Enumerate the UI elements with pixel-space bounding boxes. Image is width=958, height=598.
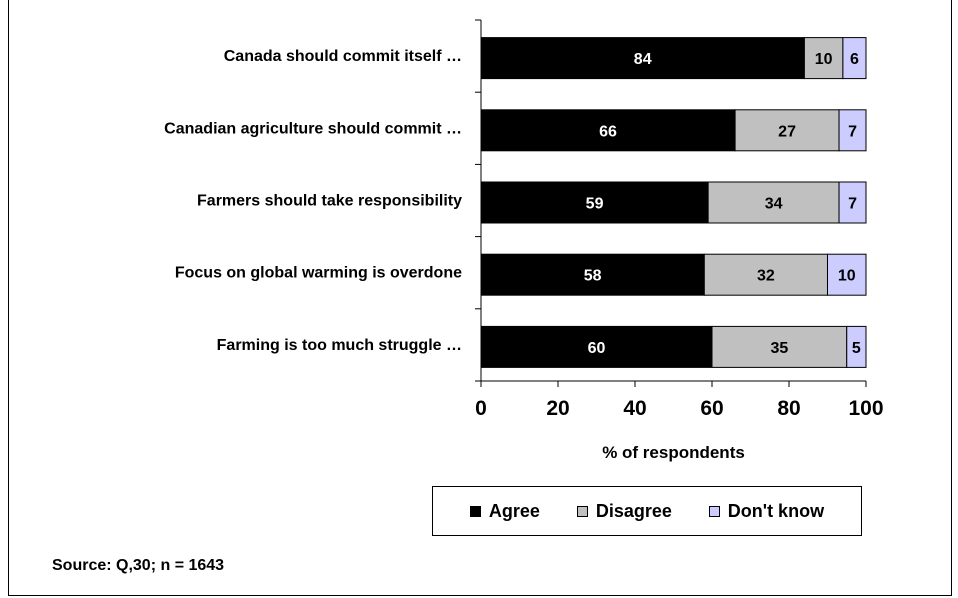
- legend-swatch-agree: [469, 505, 481, 517]
- legend-swatch-dont-know: [708, 505, 720, 517]
- bar-segment-agree: [480, 109, 736, 152]
- data-label: 58: [584, 268, 602, 285]
- category-label: Focus on global warming is overdone: [175, 265, 462, 282]
- bar-segment-don-t-know: [846, 325, 867, 368]
- category-label: Farming is too much struggle …: [217, 337, 462, 354]
- data-label: 7: [848, 123, 857, 140]
- bar-segment-agree: [480, 181, 709, 224]
- legend-item-dont-know: Don't know: [708, 500, 825, 522]
- category-label: Canada should commit itself …: [224, 48, 462, 65]
- data-label: 35: [770, 340, 788, 357]
- bar-segment-don-t-know: [838, 181, 867, 224]
- category-label: Farmers should take responsibility: [197, 193, 462, 210]
- bar-segment-agree: [480, 253, 705, 296]
- category-label: Canadian agriculture should commit …: [164, 120, 462, 137]
- bar-segment-don-t-know: [842, 37, 867, 80]
- x-axis-title: % of respondents: [602, 443, 745, 462]
- bar-segment-agree: [480, 37, 805, 80]
- bar-segment-agree: [480, 325, 713, 368]
- data-label: 59: [586, 196, 604, 213]
- bar-segment-don-t-know: [827, 253, 867, 296]
- data-label: 10: [838, 268, 856, 285]
- legend: Agree Disagree Don't know: [432, 486, 862, 536]
- bar-segment-disagree: [711, 325, 848, 368]
- legend-item-disagree: Disagree: [576, 500, 672, 522]
- legend-label-agree: Agree: [488, 500, 540, 521]
- x-tick-label: 100: [848, 397, 883, 420]
- data-label: 7: [848, 196, 857, 213]
- bar-segment-disagree: [734, 109, 840, 152]
- data-label: 66: [599, 123, 617, 140]
- data-label: 32: [757, 268, 775, 285]
- x-tick-label: 60: [700, 397, 723, 420]
- x-tick-label: 0: [475, 397, 487, 420]
- legend-label-dont-know: Don't know: [727, 500, 825, 521]
- bar-segment-disagree: [707, 181, 840, 224]
- data-label: 10: [815, 51, 833, 68]
- bar-segment-don-t-know: [838, 109, 867, 152]
- source-note: Source: Q,30; n = 1643: [52, 557, 225, 574]
- legend-swatch-disagree: [576, 505, 588, 517]
- x-tick-label: 80: [777, 397, 800, 420]
- legend-label-disagree: Disagree: [595, 500, 672, 521]
- chart-frame: [8, 0, 952, 596]
- data-label: 6: [850, 51, 859, 68]
- data-label: 5: [852, 340, 861, 357]
- data-label: 84: [634, 51, 652, 68]
- bar-segment-disagree: [803, 37, 844, 80]
- bar-segment-disagree: [703, 253, 828, 296]
- legend-item-agree: Agree: [469, 500, 540, 522]
- x-tick-label: 20: [546, 397, 569, 420]
- x-tick-label: 40: [623, 397, 646, 420]
- data-label: 60: [588, 340, 606, 357]
- data-label: 27: [778, 123, 796, 140]
- data-label: 34: [765, 196, 783, 213]
